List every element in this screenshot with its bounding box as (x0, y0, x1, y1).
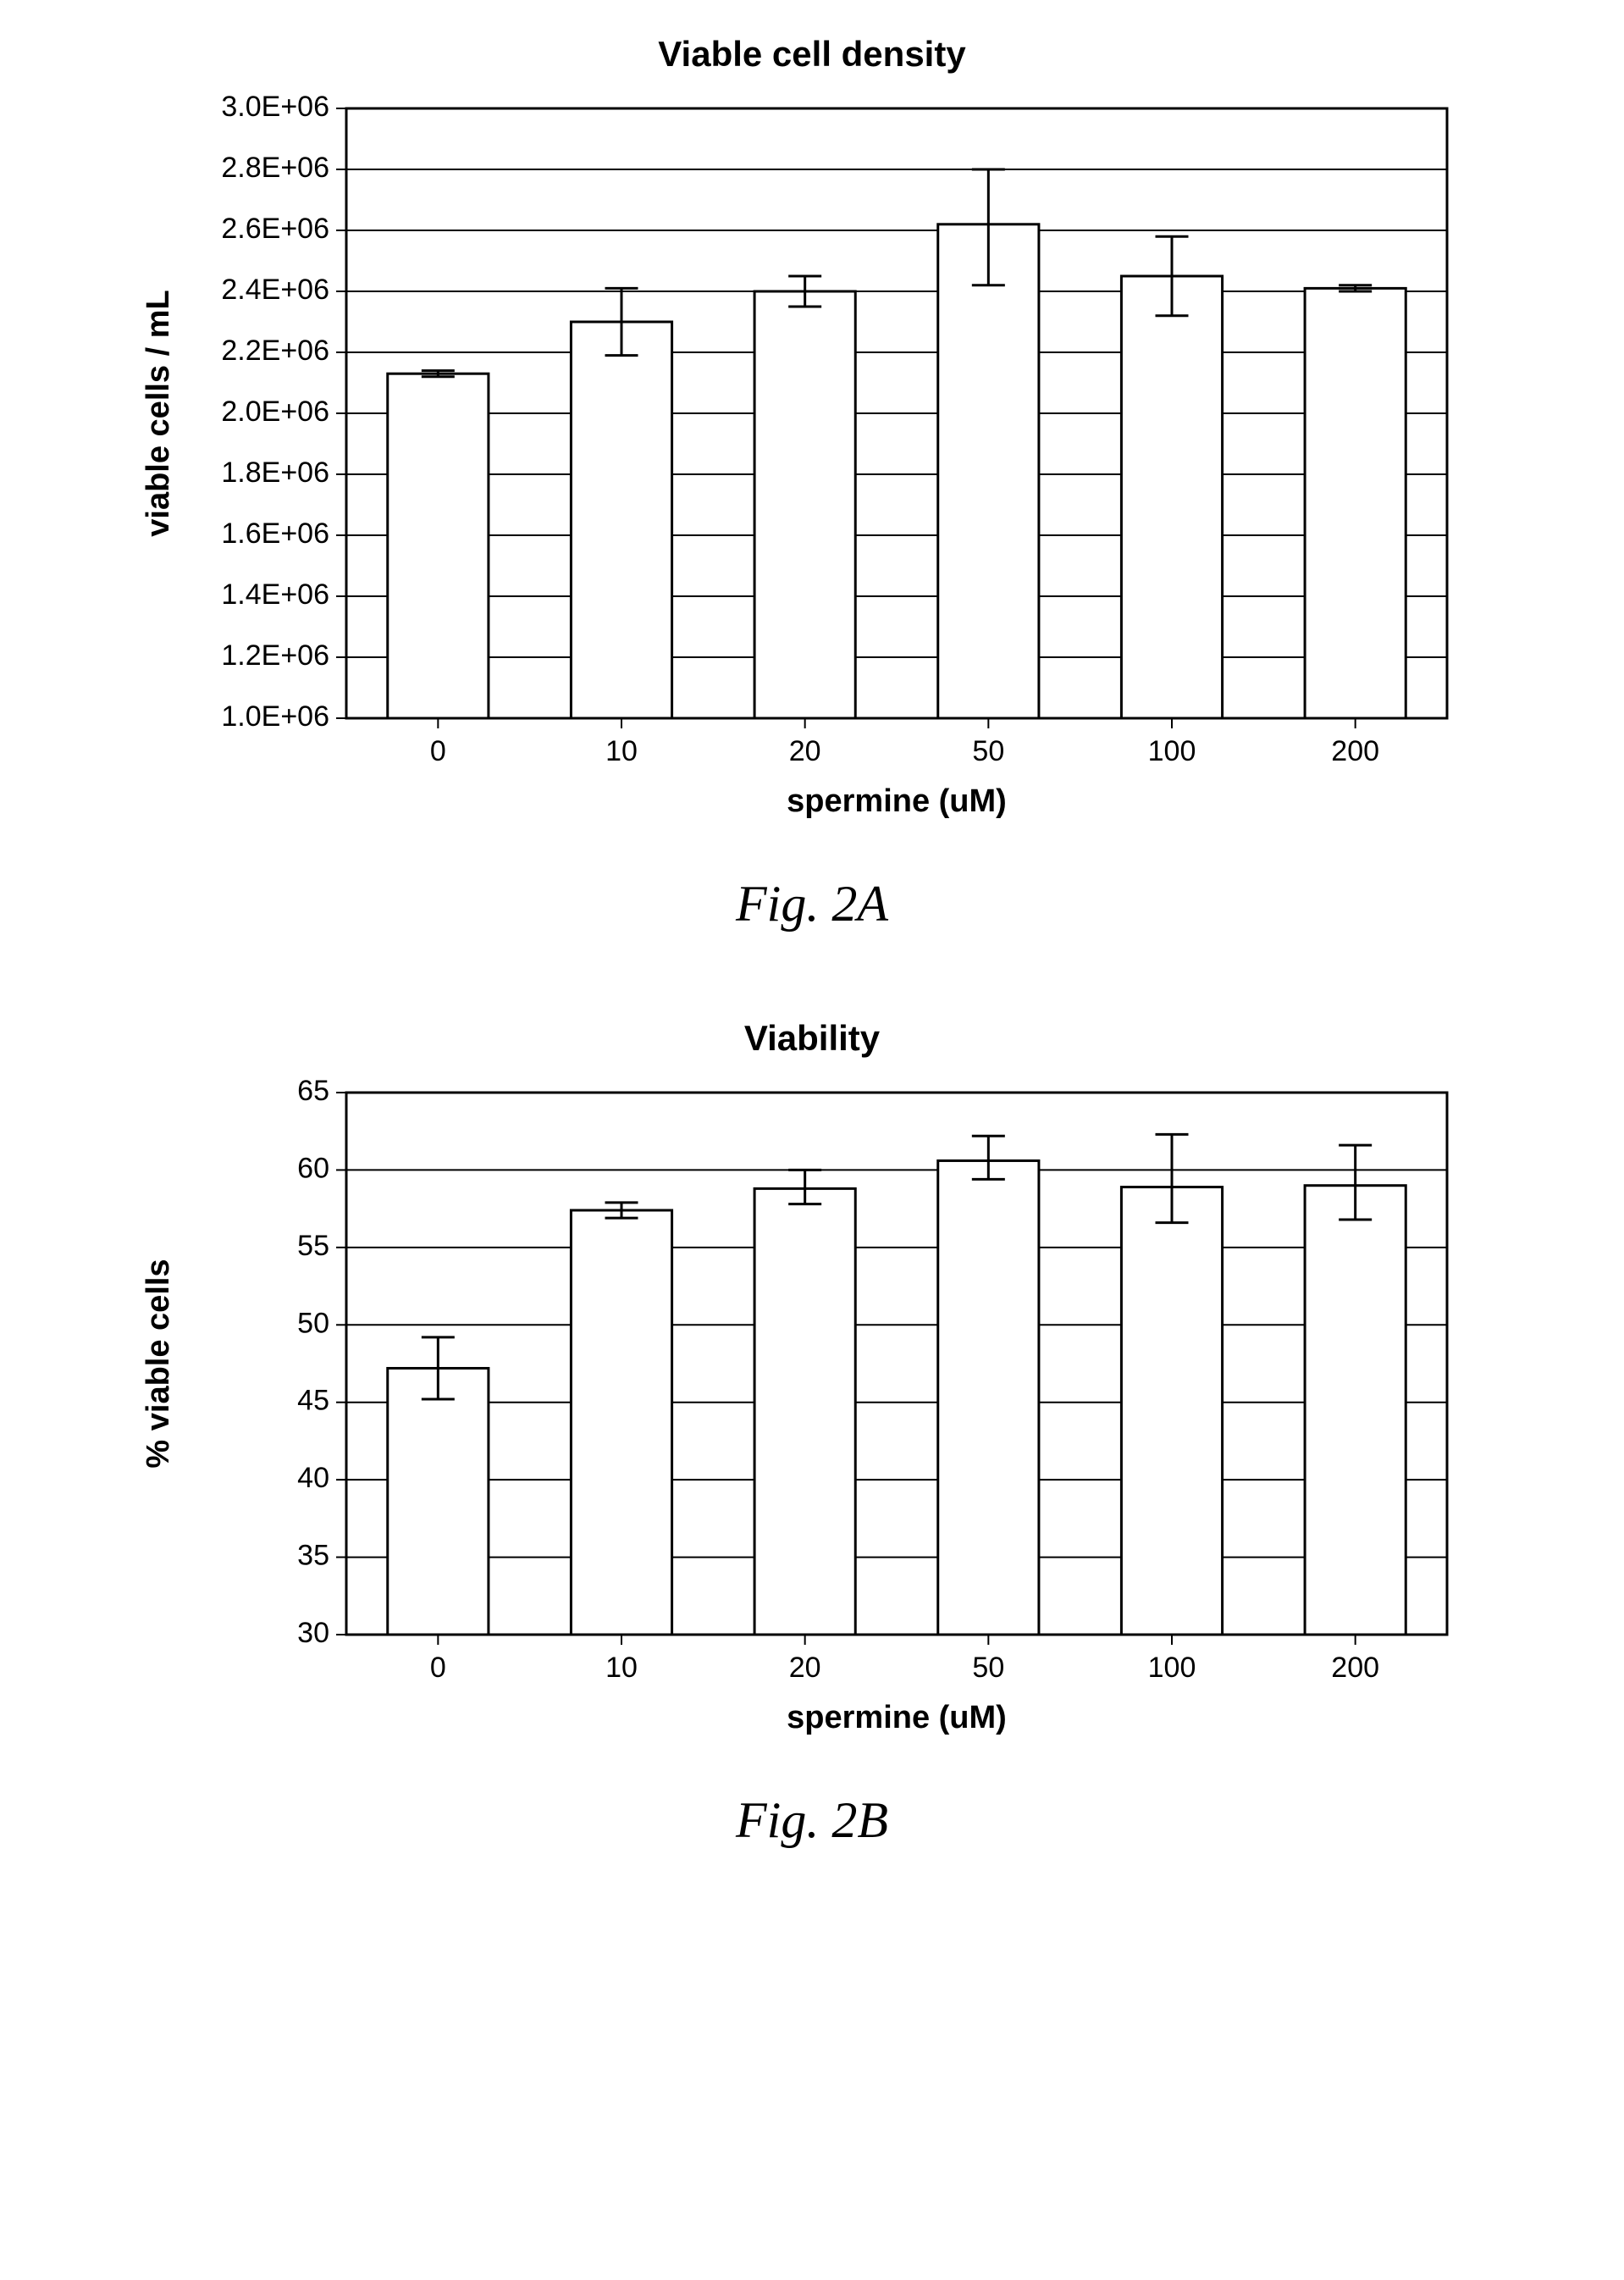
figure-a-caption: Fig. 2A (34, 875, 1590, 933)
chart-b-ytick-label: 55 (297, 1230, 329, 1262)
chart-a-plot: 1.0E+06 1.2E+06 1.4E+06 1.6E+06 1.8E+06 2.0E+… (126, 91, 1498, 849)
chart-a-ytick-label: 1.6E+06 (221, 517, 329, 550)
chart-b-bar (1121, 1187, 1222, 1635)
chart-a-xtick-label: 100 (1148, 735, 1196, 767)
chart-a-ytick-label: 2.0E+06 (221, 396, 329, 428)
chart-a-ytick-label: 1.2E+06 (221, 639, 329, 672)
chart-a-svg: 1.0E+06 1.2E+06 1.4E+06 1.6E+06 1.8E+06 2.0E+… (126, 91, 1498, 845)
chart-a-ytick-label: 3.0E+06 (221, 91, 329, 123)
chart-b-title: Viability (34, 1018, 1590, 1059)
chart-a-bar (388, 374, 489, 718)
chart-b-xtick-label: 20 (789, 1652, 821, 1684)
chart-a-xtick-label: 50 (972, 735, 1004, 767)
chart-b-xtick-label: 200 (1331, 1652, 1379, 1684)
chart-a-ytick-label: 2.6E+06 (221, 213, 329, 245)
chart-a-bar (754, 291, 855, 718)
chart-a-ytick-label: 1.8E+06 (221, 457, 329, 489)
chart-b-xtick-label: 10 (605, 1652, 638, 1684)
figure-2b: Viability 30 35 40 45 50 55 60 65 0 10 20 50 100 200 s… (34, 1018, 1590, 1850)
figure-2a: Viable cell density 1.0E+06 1.2E+06 1.4E+0… (34, 34, 1590, 933)
chart-b-ytick-label: 50 (297, 1307, 329, 1339)
chart-b-bar (938, 1160, 1039, 1635)
chart-a-bar (571, 322, 671, 718)
figure-b-caption: Fig. 2B (34, 1791, 1590, 1850)
chart-b-ytick-label: 35 (297, 1540, 329, 1572)
chart-b-ytick-label: 65 (297, 1076, 329, 1107)
chart-a-title: Viable cell density (34, 34, 1590, 75)
chart-b-ytick-label: 40 (297, 1462, 329, 1494)
chart-a-ytick-label: 2.4E+06 (221, 274, 329, 306)
chart-b-plot: 30 35 40 45 50 55 60 65 0 10 20 50 100 200 spermine (u… (126, 1076, 1498, 1766)
chart-b-ytick-label: 60 (297, 1152, 329, 1184)
chart-a-xtick-label: 200 (1331, 735, 1379, 767)
chart-a-xtick-label: 20 (789, 735, 821, 767)
chart-b-bar (388, 1368, 489, 1635)
chart-b-xtick-label: 0 (430, 1652, 446, 1684)
chart-a-ytick-label: 1.0E+06 (221, 700, 329, 733)
chart-b-bar (571, 1210, 671, 1635)
chart-b-plot-bg (346, 1093, 1447, 1635)
chart-b-xtick-label: 50 (972, 1652, 1004, 1684)
chart-a-xtick-label: 10 (605, 735, 638, 767)
chart-a-xlabel: spermine (uM) (787, 783, 1007, 819)
chart-b-ytick-label: 30 (297, 1617, 329, 1649)
chart-b-bar (754, 1188, 855, 1635)
chart-a-bar (938, 224, 1039, 718)
chart-a-xtick-label: 0 (430, 735, 446, 767)
chart-a-ytick-label: 2.8E+06 (221, 152, 329, 184)
chart-b-bar (1305, 1186, 1406, 1635)
chart-b-ytick-label: 45 (297, 1385, 329, 1417)
chart-b-xtick-label: 100 (1148, 1652, 1196, 1684)
chart-b-svg: 30 35 40 45 50 55 60 65 0 10 20 50 100 200 spermine (u… (126, 1076, 1498, 1762)
chart-b-xlabel: spermine (uM) (787, 1700, 1007, 1735)
chart-a-ytick-label: 2.2E+06 (221, 335, 329, 367)
chart-b-ylabel: % viable cells (141, 1259, 176, 1468)
chart-a-ytick-label: 1.4E+06 (221, 578, 329, 611)
chart-a-bar (1121, 276, 1222, 718)
chart-a-bar (1305, 288, 1406, 718)
chart-a-ylabel: viable cells / mL (141, 290, 176, 536)
